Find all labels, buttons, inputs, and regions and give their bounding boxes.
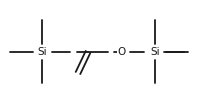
- Text: O: O: [118, 47, 126, 57]
- Text: Si: Si: [150, 47, 160, 57]
- Text: Si: Si: [37, 47, 47, 57]
